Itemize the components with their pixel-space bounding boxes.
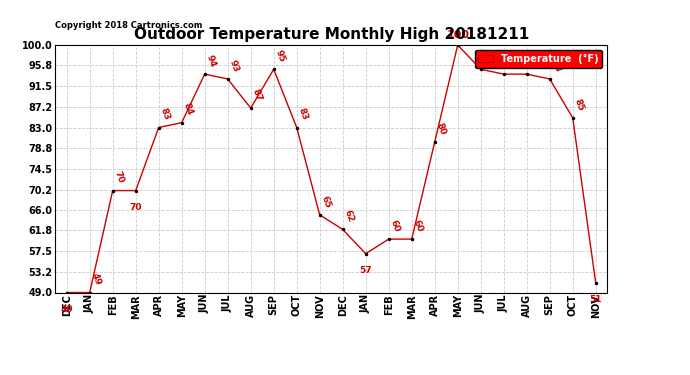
Text: 85: 85 bbox=[573, 97, 585, 112]
Text: 57: 57 bbox=[359, 266, 372, 275]
Text: 83: 83 bbox=[297, 107, 309, 122]
Text: Copyright 2018 Cartronics.com: Copyright 2018 Cartronics.com bbox=[55, 21, 203, 30]
Text: 60: 60 bbox=[388, 219, 402, 233]
Text: 84: 84 bbox=[181, 102, 195, 117]
Text: 94: 94 bbox=[205, 53, 217, 68]
Text: 94: 94 bbox=[504, 53, 517, 68]
Text: 83: 83 bbox=[159, 107, 171, 122]
Title: Outdoor Temperature Monthly High 20181211: Outdoor Temperature Monthly High 2018121… bbox=[134, 27, 529, 42]
Text: 94: 94 bbox=[526, 53, 540, 68]
Text: 51: 51 bbox=[589, 295, 602, 304]
Text: 70: 70 bbox=[130, 203, 142, 212]
Text: 70: 70 bbox=[112, 170, 126, 185]
Text: 93: 93 bbox=[228, 58, 241, 73]
Text: 65: 65 bbox=[319, 194, 333, 209]
Text: 62: 62 bbox=[343, 209, 355, 224]
Text: 100: 100 bbox=[446, 30, 469, 40]
Text: 87: 87 bbox=[250, 87, 264, 102]
Text: 93: 93 bbox=[550, 58, 562, 73]
Text: 95: 95 bbox=[481, 48, 493, 63]
Text: 95: 95 bbox=[274, 48, 286, 63]
Text: 49: 49 bbox=[90, 272, 103, 286]
Text: 80: 80 bbox=[435, 122, 447, 136]
Text: 49: 49 bbox=[60, 304, 73, 313]
Text: 60: 60 bbox=[412, 219, 424, 233]
Legend: Temperature  (°F): Temperature (°F) bbox=[475, 50, 602, 68]
